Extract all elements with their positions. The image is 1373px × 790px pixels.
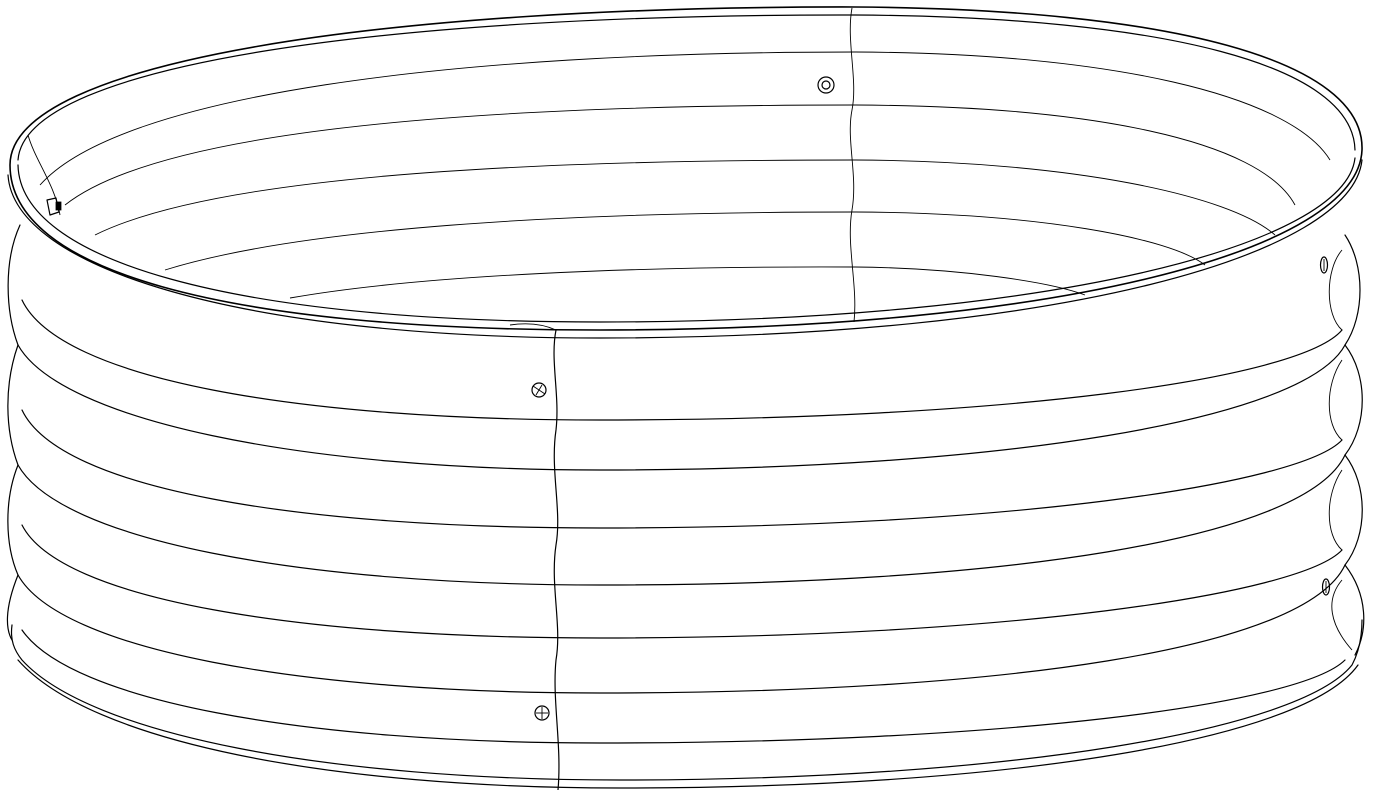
- corrugation-bands: [6, 224, 1365, 744]
- bolt-right-lower: [1321, 578, 1331, 596]
- bottom-edge: [10, 619, 1363, 789]
- inner-wall-ridges: [27, 7, 1331, 323]
- bolt-nut-back: [817, 76, 835, 94]
- bolt-head-front-upper: [531, 382, 547, 398]
- bolt-nut-left: [46, 197, 62, 216]
- bolt-head-front-lower: [534, 705, 550, 721]
- top-rim: [7, 6, 1363, 339]
- front-seam: [509, 323, 560, 790]
- bolt-right-upper: [1319, 256, 1329, 274]
